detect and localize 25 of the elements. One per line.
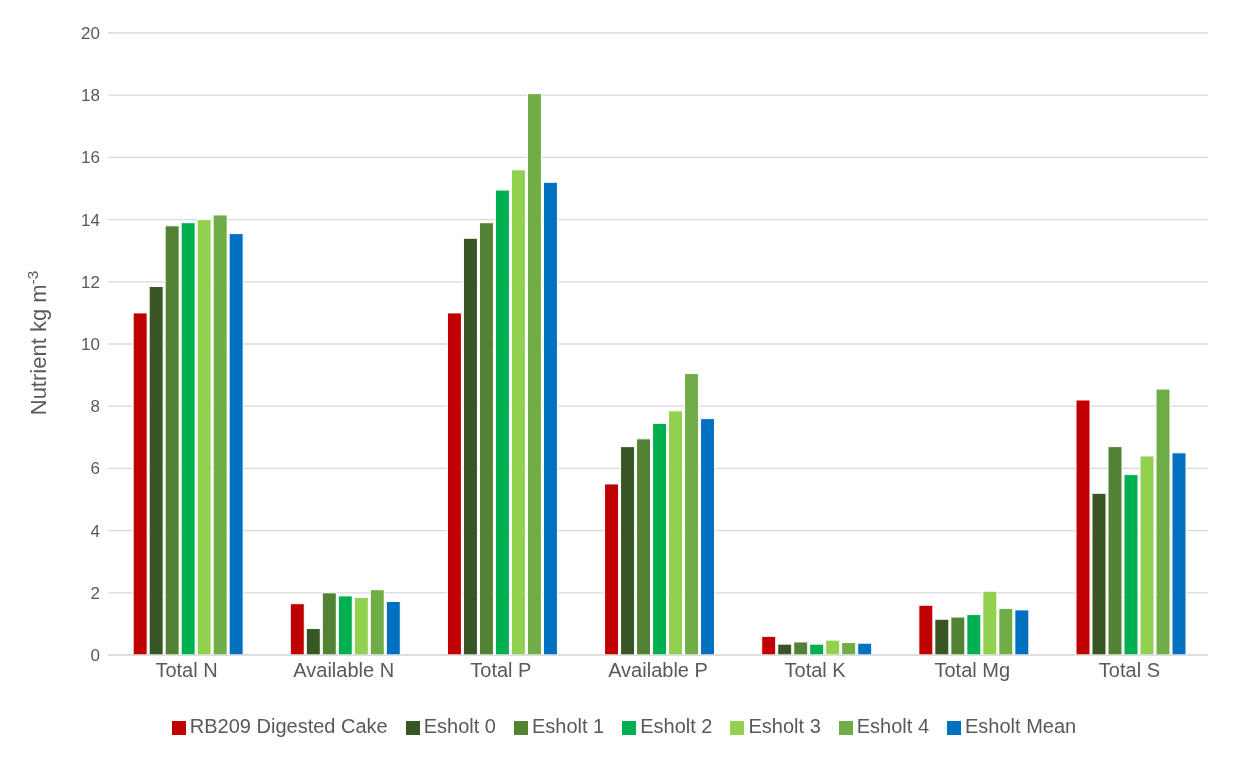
legend-label: Esholt 4 bbox=[856, 715, 930, 737]
y-tick-label: 14 bbox=[81, 210, 100, 230]
y-tick-label: 4 bbox=[90, 521, 100, 541]
x-tick-label: Total K bbox=[784, 659, 847, 682]
legend-label: RB209 Digested Cake bbox=[189, 715, 388, 737]
legend-label: Esholt 0 bbox=[423, 715, 496, 737]
x-tick-label: Available P bbox=[608, 659, 708, 682]
y-tick-label: 6 bbox=[90, 459, 100, 479]
y-tick-label: 18 bbox=[81, 86, 100, 106]
legend-label: Esholt 1 bbox=[531, 715, 605, 737]
legend-label: Esholt 3 bbox=[748, 715, 821, 737]
x-tick-label: Total P bbox=[470, 659, 532, 682]
legend-label: Esholt Mean bbox=[965, 715, 1077, 737]
y-tick-label: 10 bbox=[81, 335, 100, 355]
x-tick-label: Total S bbox=[1098, 659, 1161, 682]
y-tick-label: 20 bbox=[81, 24, 100, 44]
y-tick-label: 2 bbox=[90, 583, 100, 603]
y-tick-label: 0 bbox=[90, 646, 100, 666]
x-tick-label: Total Mg bbox=[934, 659, 1011, 682]
x-tick-label: Total N bbox=[155, 659, 218, 682]
y-tick-label: 8 bbox=[90, 397, 100, 417]
y-tick-label: 12 bbox=[81, 272, 100, 292]
legend-label: Esholt 2 bbox=[640, 715, 713, 737]
y-tick-label: 16 bbox=[81, 148, 100, 168]
x-tick-label: Available N bbox=[293, 659, 395, 682]
